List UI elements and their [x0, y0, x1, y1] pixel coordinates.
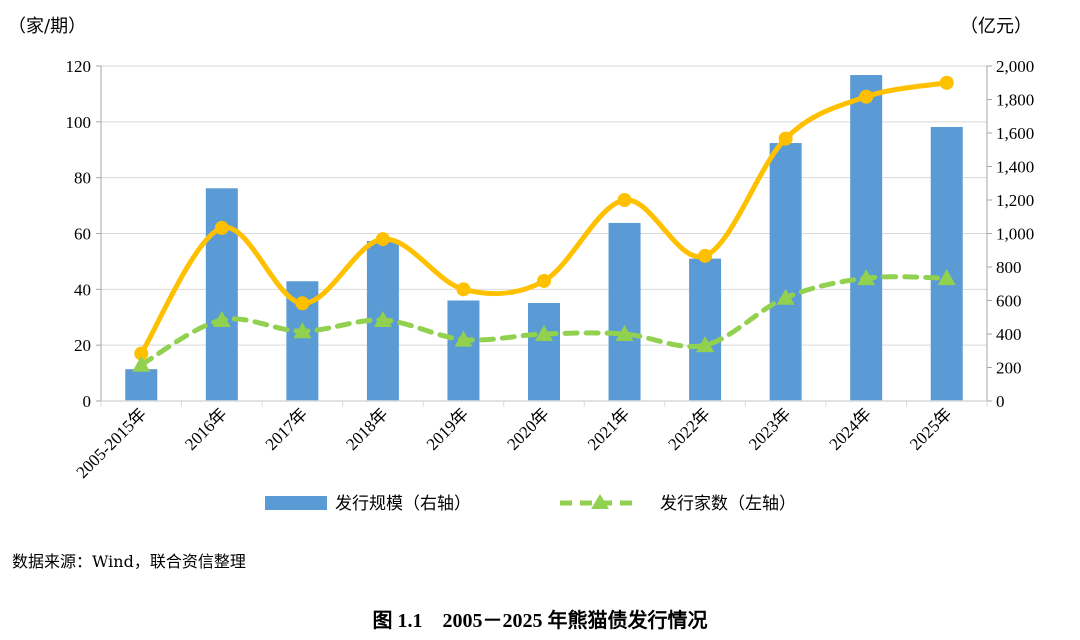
circle-marker	[537, 273, 551, 288]
bar	[528, 303, 560, 401]
triangle-marker	[454, 330, 473, 347]
figure-caption: 图 1.1 2005－2025 年熊猫债发行情况	[372, 610, 708, 632]
circle-marker	[295, 296, 310, 311]
right-tick-label: 1,600	[996, 124, 1034, 143]
circle-marker	[778, 131, 793, 146]
circle-marker	[698, 248, 713, 263]
circle-marker	[859, 89, 874, 104]
circle-marker	[939, 75, 954, 90]
x-tick-label: 2025年	[906, 404, 955, 453]
triangle-marker	[857, 269, 876, 286]
circle-marker	[134, 346, 149, 361]
right-tick-label: 1,800	[996, 91, 1034, 110]
bar	[447, 300, 480, 401]
x-tick-label: 2018年	[342, 404, 391, 453]
triangle-marker	[373, 311, 392, 328]
left-tick-label: 0	[83, 392, 92, 411]
right-tick-label: 0	[996, 392, 1005, 411]
circle-marker	[617, 193, 632, 207]
left-tick-label: 60	[74, 225, 91, 244]
right-tick-label: 800	[996, 258, 1022, 277]
x-tick-label: 2020年	[503, 404, 552, 453]
right-axis-unit: （亿元）	[960, 16, 1032, 37]
triangle-marker	[615, 325, 634, 341]
triangle-marker	[937, 269, 956, 286]
left-axis-unit: （家/期）	[8, 16, 86, 37]
right-tick-label: 600	[996, 292, 1022, 311]
x-tick-label: 2022年	[664, 404, 713, 453]
right-tick-label: 1,400	[996, 158, 1034, 177]
triangle-marker	[293, 322, 312, 339]
x-tick-label: 2005-2015年	[73, 404, 151, 482]
left-tick-label: 100	[66, 113, 92, 132]
x-tick-label: 2016年	[181, 404, 230, 453]
x-tick-label: 2019年	[423, 404, 472, 453]
triangle-marker	[696, 336, 715, 353]
bar	[769, 143, 802, 402]
right-tick-label: 200	[996, 359, 1022, 378]
left-tick-label: 120	[66, 57, 92, 76]
bar	[689, 258, 722, 401]
right-tick-label: 1,000	[996, 225, 1034, 244]
chart: 0 20 40 60 80 100 120 0 200 400 600 800 1,000 1,200 1,…	[8, 16, 1034, 514]
right-tick-label: 2,000	[996, 57, 1034, 76]
triangle-marker	[212, 311, 231, 328]
circle-marker	[456, 282, 471, 297]
legend-line-label: 发行家数（左轴）	[660, 494, 796, 514]
right-tick-label: 400	[996, 325, 1022, 344]
triangle-marker	[776, 288, 795, 305]
bar	[608, 222, 641, 401]
bar	[850, 75, 883, 402]
triangle-marker	[535, 325, 553, 341]
legend: 发行规模（右轴） 发行家数（左轴）	[265, 494, 796, 514]
x-tick-label: 2023年	[745, 404, 794, 453]
legend-triangle-icon	[591, 494, 609, 509]
left-tick-label: 40	[74, 280, 91, 299]
bar	[205, 188, 238, 401]
right-tick-label: 1,200	[996, 191, 1034, 210]
circle-marker	[375, 232, 390, 247]
bar	[125, 369, 158, 401]
legend-bar-swatch	[265, 496, 327, 510]
left-tick-label: 80	[74, 169, 91, 188]
left-tick-label: 20	[74, 336, 91, 355]
circle-marker	[214, 220, 229, 235]
x-tick-label: 2017年	[262, 404, 311, 453]
x-tick-label: 2024年	[826, 404, 875, 453]
source-note: 数据来源：Wind，联合资信整理	[12, 552, 246, 571]
legend-bar-label: 发行规模（右轴）	[335, 494, 471, 514]
bar	[930, 126, 963, 401]
triangle-marker	[132, 355, 151, 372]
x-tick-label: 2021年	[584, 404, 633, 453]
